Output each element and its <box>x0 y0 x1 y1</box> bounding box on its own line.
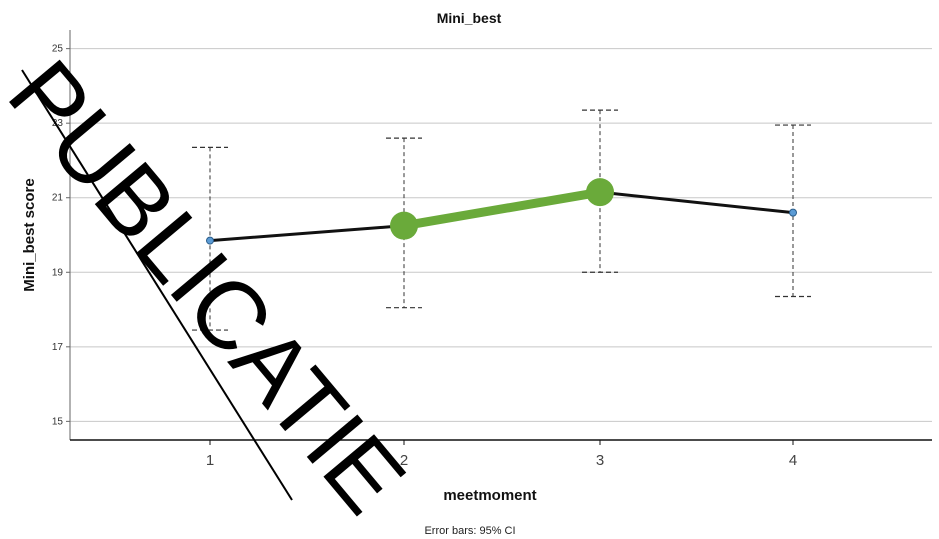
y-axis-label: Mini_best score <box>21 178 38 291</box>
y-tick-label: 21 <box>52 193 64 204</box>
y-tick-label: 25 <box>52 44 64 55</box>
y-tick-label: 15 <box>52 416 64 427</box>
grid-lines <box>70 48 932 422</box>
x-axis-label: meetmoment <box>443 487 536 504</box>
error-bars-note: Error bars: 95% CI <box>424 525 515 537</box>
watermark-underline <box>21 69 293 501</box>
error-bar <box>582 109 618 273</box>
series-line-path <box>209 190 794 243</box>
y-tick-label: 19 <box>52 267 64 278</box>
chart-title: Mini_best <box>437 10 502 26</box>
x-tick-label: 3 <box>596 452 604 469</box>
x-tick-label: 1 <box>206 452 214 469</box>
y-tick-label: 23 <box>52 118 64 129</box>
data-point-highlighted <box>586 178 614 207</box>
series-line <box>209 187 794 243</box>
x-tick-label: 2 <box>400 452 408 469</box>
y-tick-label: 17 <box>52 342 64 353</box>
x-axis-ticks: 1 2 3 4 <box>206 440 797 469</box>
data-point <box>789 208 797 217</box>
y-axis-ticks: 15 17 19 21 23 25 <box>52 44 70 427</box>
data-point-highlighted <box>390 211 418 240</box>
data-point <box>206 236 214 245</box>
x-tick-label: 4 <box>789 452 797 469</box>
data-points <box>206 178 797 245</box>
highlighted-segment <box>399 187 605 231</box>
